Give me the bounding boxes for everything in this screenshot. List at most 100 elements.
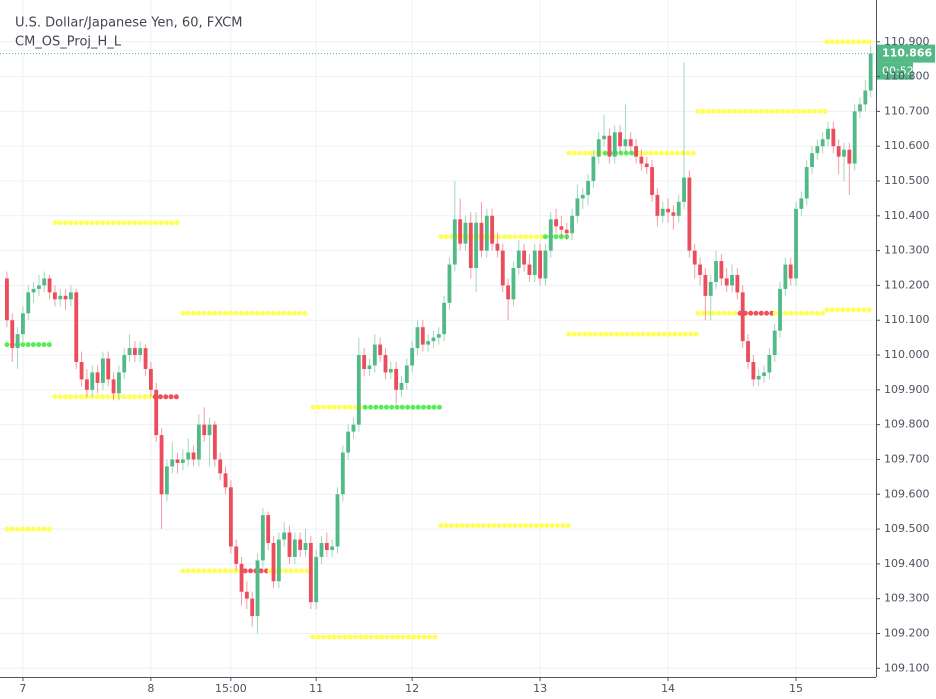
candle-body [639,156,644,164]
candle-body [538,250,543,279]
y-tick-label: 110.700 [884,104,930,117]
candle-body [666,208,670,213]
candle-body [836,146,841,157]
candle-body [138,348,143,356]
y-tick-label: 109.300 [884,592,930,605]
candle-body [564,229,569,234]
candle-body [687,177,692,251]
candle-body [703,274,708,296]
candle-body [794,208,798,279]
candle-body [132,348,137,356]
candle-body [852,111,857,164]
y-tick-label: 109.500 [884,522,930,535]
candle-body [63,295,68,300]
candle-body [570,215,575,234]
candle-body [820,139,825,147]
y-tick-label: 110.300 [884,244,930,257]
candle-body [127,348,132,356]
y-tick-label: 110.600 [884,139,930,152]
x-tick-label: 13 [533,682,547,695]
candle-body [650,167,654,195]
candle-body [628,139,633,147]
x-tick-label: 7 [19,682,26,695]
candle-body [682,177,686,202]
candle-body [346,431,351,453]
candle-body [362,355,367,369]
candle-body [324,542,329,550]
candle-body [740,292,745,342]
candle-body [202,424,207,436]
candle-body [378,344,383,356]
candle-body [602,135,607,140]
x-tick-label: 15 [789,682,803,695]
countdown-label: 00:52 [882,65,914,78]
candle-body [234,546,239,564]
candle-body [394,368,399,390]
candle-body [618,132,622,147]
candle-body [516,250,521,269]
candle-body [698,264,702,275]
candle-body [298,539,303,550]
candle-body [804,167,809,199]
candle-body [186,452,191,460]
y-tick-label: 109.700 [884,452,930,465]
candle-body [559,226,564,230]
candle-body [372,344,377,366]
candle-body [714,261,718,282]
candle-body [218,459,223,474]
candle-body [15,334,20,349]
candle-body [548,219,553,251]
candle-body [756,375,761,380]
y-tick-label: 109.200 [884,626,930,639]
candle-body [724,278,729,286]
candle-body [287,532,292,557]
candle-body [634,146,638,157]
candle-body [388,368,393,373]
candle-body [532,250,537,275]
candle-body [84,379,89,390]
candle-body [479,222,484,251]
y-tick-label: 109.400 [884,557,930,570]
candle-body [410,348,415,366]
y-tick-label: 109.600 [884,487,930,500]
y-tick-label: 110.000 [884,348,930,361]
y-tick-label: 110.900 [884,35,930,48]
candle-body [612,132,617,157]
candle-body [159,435,164,495]
candle-body [21,313,25,335]
candle-body [314,556,319,603]
candle-body [399,382,404,390]
y-tick-label: 110.100 [884,313,930,326]
candle-body [858,104,862,112]
candle-body [708,281,713,296]
candle-body [447,264,452,303]
candle-body [751,361,756,380]
candle-body [170,459,175,467]
candle-body [746,341,750,362]
candle-body [5,278,9,321]
chart-title: U.S. Dollar/Japanese Yen, 60, FXCM [15,16,242,31]
candle-body [68,292,73,300]
candle-body [767,355,772,373]
candle-body [607,135,612,157]
candle-body [692,250,697,265]
candle-body [826,128,830,140]
candle-body [100,358,105,383]
candle-body [420,327,425,345]
candle-body [671,212,676,216]
candle-body [143,348,148,369]
candle-body [122,355,127,373]
candle-body [356,355,361,425]
candle-body [554,219,559,227]
candle-body [778,288,782,331]
candle-body [90,372,95,390]
candle-body [196,424,201,460]
candle-body [212,424,217,460]
candle-body [148,368,153,390]
candle-body [106,358,111,380]
candle-body [404,365,409,383]
candle-body [527,264,532,275]
